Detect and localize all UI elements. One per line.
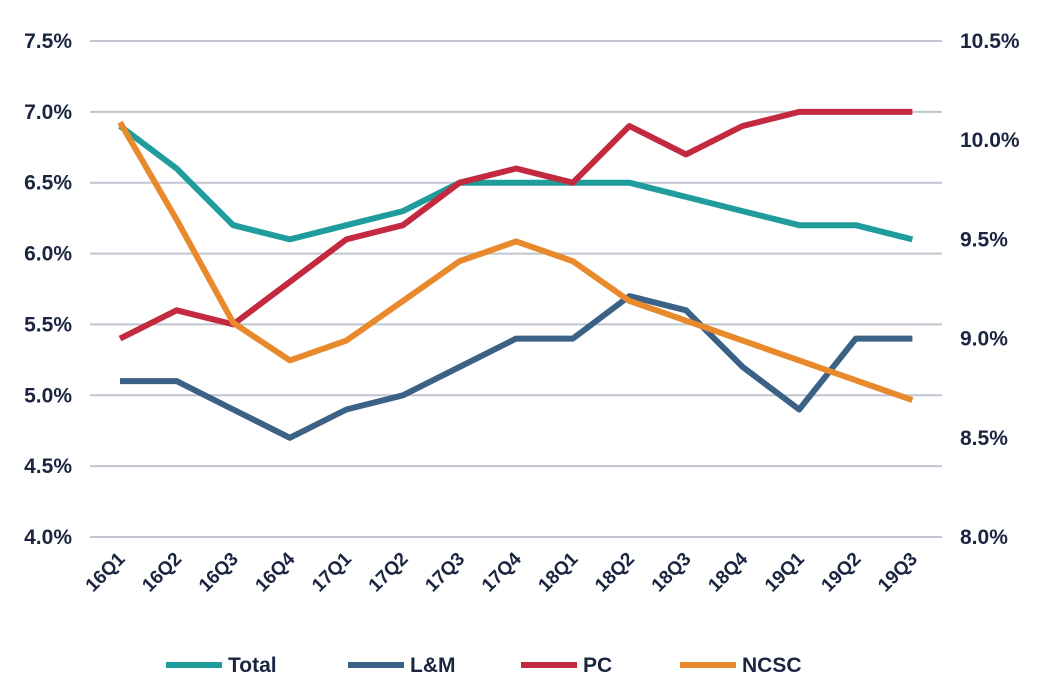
x-axis-ticks: 16Q1 16Q2 16Q3 16Q4 17Q1 17Q2 17Q3 17Q4 18Q1 18Q2… bbox=[82, 548, 922, 596]
right-tick-label: 8.5% bbox=[960, 427, 1008, 450]
x-tick-label: 17Q3 bbox=[421, 549, 469, 597]
x-tick-label: 16Q1 bbox=[82, 548, 130, 596]
left-axis-ticks: 4.0% 4.5% 5.0% 5.5% 6.0% 6.5% 7.0% 7.5% bbox=[24, 30, 72, 549]
series-line-pc bbox=[118, 108, 913, 342]
right-tick-label: 9.0% bbox=[960, 328, 1008, 351]
x-tick-label: 19Q1 bbox=[761, 548, 809, 596]
x-tick-label: 16Q2 bbox=[138, 549, 186, 597]
right-tick-label: 9.5% bbox=[960, 228, 1008, 251]
legend-label-ncsc: NCSC bbox=[742, 654, 802, 677]
series-line-ncsc bbox=[117, 120, 914, 403]
left-tick-label: 4.5% bbox=[24, 455, 72, 478]
right-tick-label: 10.0% bbox=[960, 129, 1020, 152]
x-tick-label: 19Q2 bbox=[818, 549, 866, 597]
x-tick-label: 17Q2 bbox=[365, 549, 413, 597]
x-tick-label: 16Q3 bbox=[195, 549, 243, 597]
series-line-total bbox=[118, 123, 914, 243]
x-tick-label: 17Q1 bbox=[308, 548, 356, 596]
series-line-l-m bbox=[120, 293, 913, 441]
left-tick-label: 7.5% bbox=[24, 30, 72, 53]
x-tick-label: 18Q1 bbox=[535, 548, 583, 596]
x-tick-label: 17Q4 bbox=[478, 548, 526, 596]
x-tick-label: 18Q3 bbox=[648, 549, 696, 597]
left-tick-label: 6.0% bbox=[24, 243, 72, 266]
left-tick-label: 7.0% bbox=[24, 101, 72, 124]
x-tick-label: 16Q4 bbox=[252, 548, 300, 596]
legend-label-total: Total bbox=[228, 654, 277, 677]
left-tick-label: 6.5% bbox=[24, 172, 72, 195]
left-tick-label: 4.0% bbox=[24, 526, 72, 549]
series-lines bbox=[117, 108, 914, 441]
left-tick-label: 5.0% bbox=[24, 384, 72, 407]
x-tick-label: 19Q3 bbox=[874, 549, 922, 597]
legend-label-l-m: L&M bbox=[410, 654, 456, 677]
left-tick-label: 5.5% bbox=[24, 313, 72, 336]
right-tick-label: 10.5% bbox=[960, 30, 1020, 53]
legend: Total L&M PC NCSC bbox=[166, 654, 802, 677]
legend-label-pc: PC bbox=[583, 654, 612, 677]
right-tick-label: 8.0% bbox=[960, 526, 1008, 549]
x-tick-label: 18Q4 bbox=[704, 548, 752, 596]
right-axis-ticks: 8.0% 8.5% 9.0% 9.5% 10.0% 10.5% bbox=[960, 30, 1020, 549]
x-tick-label: 18Q2 bbox=[591, 549, 639, 597]
